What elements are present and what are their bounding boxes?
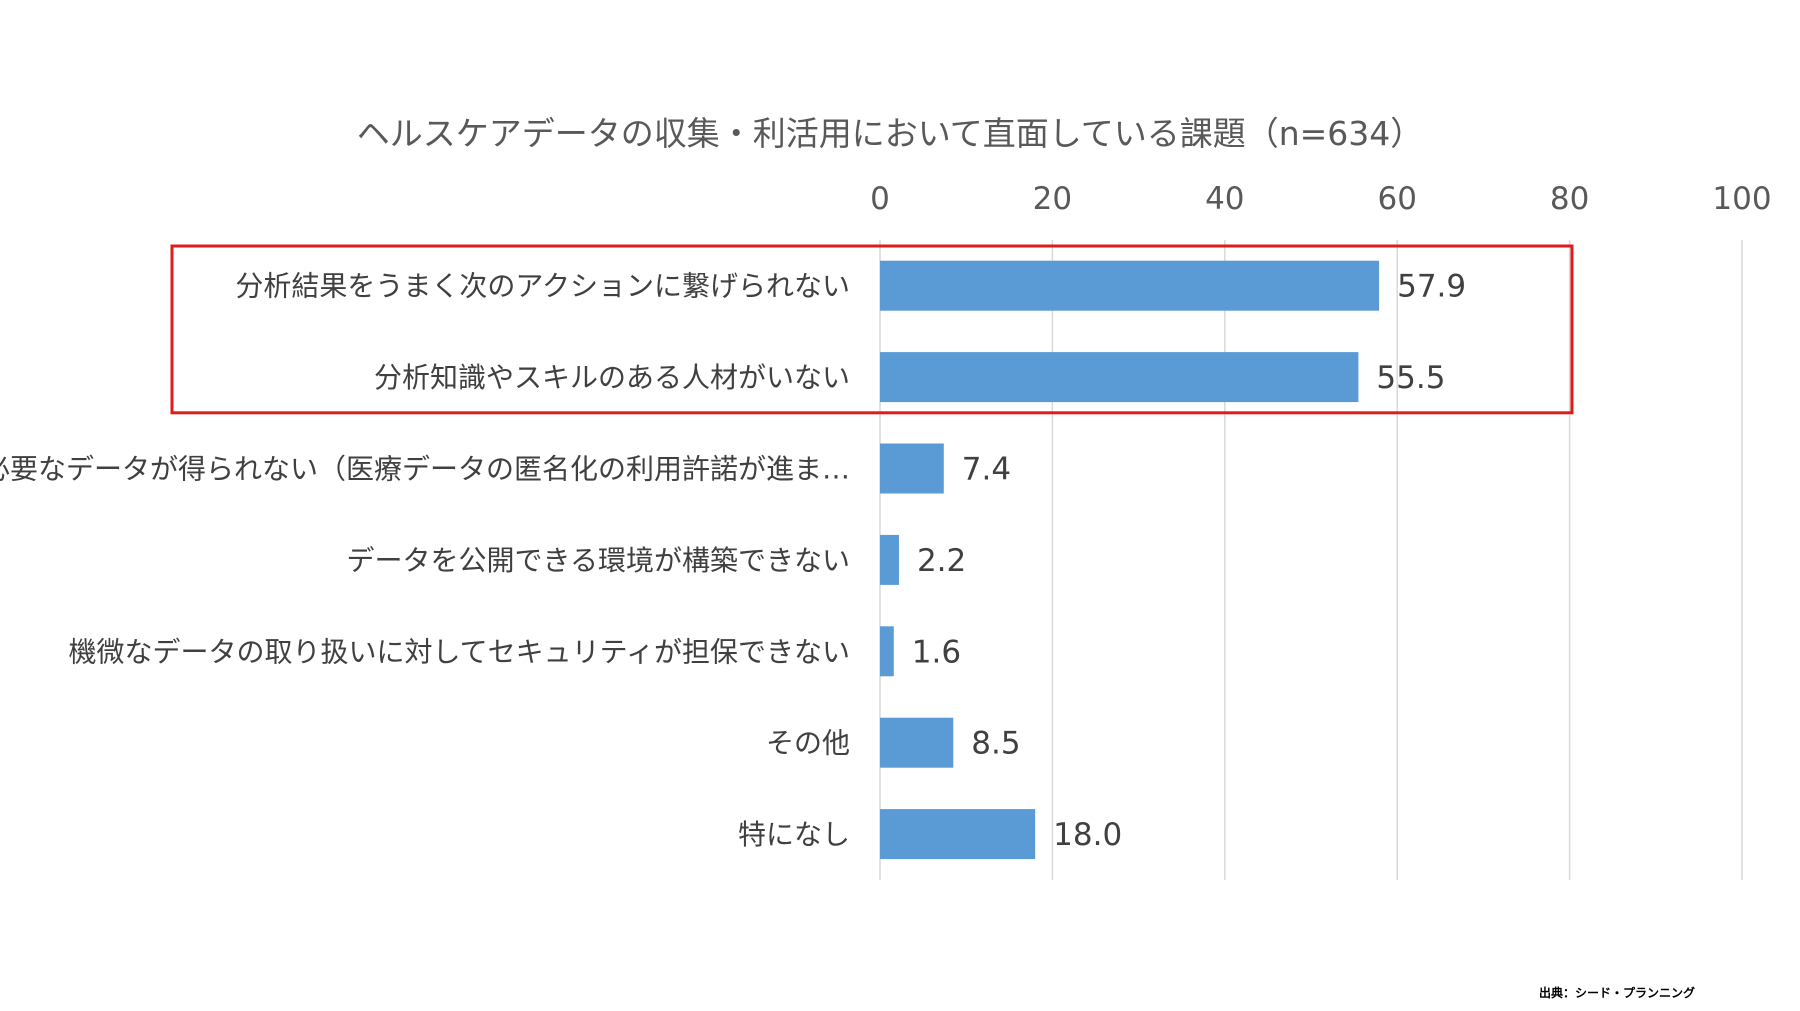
category-label: 分析結果をうまく次のアクションに繋げられない — [235, 270, 850, 303]
bar — [880, 534, 899, 585]
bar — [880, 443, 944, 494]
value-labels: 57.9 55.5 7.4 2.2 1.6 8.5 18.0 — [912, 269, 1466, 853]
data-label: 1.6 — [912, 634, 961, 670]
category-label: 機微なデータの取り扱いに対してセキュリティが担保できない — [69, 635, 850, 668]
category-label: 特になし — [738, 818, 850, 851]
bar — [880, 717, 954, 768]
x-tick-label: 100 — [1712, 181, 1771, 217]
bars — [880, 260, 1380, 860]
source-note: 出典：シード・プランニング — [1539, 985, 1695, 1000]
bar — [880, 809, 1036, 860]
chart-title: ヘルスケアデータの収集・利活用において直面している課題（n=634） — [357, 114, 1424, 153]
x-tick-label: 20 — [1033, 181, 1072, 217]
x-tick-label: 40 — [1205, 181, 1244, 217]
bar — [880, 352, 1359, 403]
gridlines — [879, 240, 1743, 880]
data-label: 57.9 — [1397, 269, 1466, 305]
data-label: 8.5 — [971, 726, 1020, 762]
category-labels: 分析結果をうまく次のアクションに繋げられない分析知識やスキルのある人材がいない必… — [0, 270, 850, 851]
bar — [880, 626, 894, 677]
data-label: 18.0 — [1053, 817, 1122, 853]
data-label: 7.4 — [962, 452, 1011, 488]
x-tick-label: 60 — [1377, 181, 1416, 217]
category-label: その他 — [766, 727, 850, 760]
category-label: 分析知識やスキルのある人材がいない — [374, 361, 850, 394]
data-label: 2.2 — [917, 543, 966, 579]
data-label: 55.5 — [1376, 360, 1445, 396]
x-tick-label: 80 — [1550, 181, 1589, 217]
category-label: 必要なデータが得られない（医療データの匿名化の利用許諾が進ま… — [0, 453, 850, 486]
highlight-box — [170, 244, 1574, 415]
bar — [880, 260, 1380, 311]
category-label: データを公開できる環境が構築できない — [347, 544, 850, 577]
x-axis-ticks: 0 20 40 60 80 100 — [870, 181, 1771, 217]
x-tick-label: 0 — [870, 181, 890, 217]
